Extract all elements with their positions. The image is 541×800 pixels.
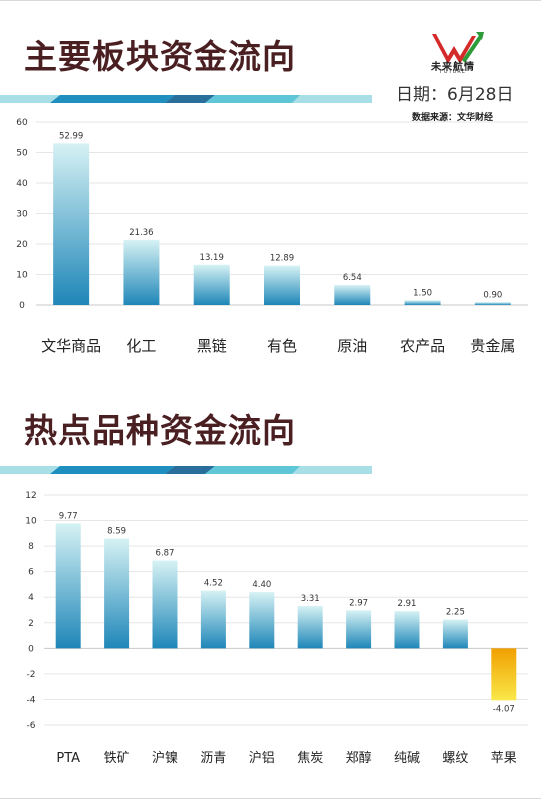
bottom-border: [0, 798, 541, 799]
y-tick-label: -4: [27, 695, 36, 705]
y-tick-label: 40: [16, 179, 28, 189]
data-label: 9.77: [59, 511, 78, 521]
bar: [334, 285, 371, 305]
title-stripe-2: [0, 466, 372, 474]
category-label: 农产品: [400, 337, 445, 355]
y-tick-label: 20: [16, 240, 28, 250]
bar: [55, 523, 81, 649]
bar: [491, 648, 517, 701]
y-tick-label: 6: [28, 568, 34, 578]
date-label: 日期：6月28日: [396, 85, 514, 105]
data-label: 4.52: [204, 579, 223, 589]
y-tick-label: 50: [16, 149, 28, 159]
bar: [193, 264, 230, 305]
category-label: 文华商品: [41, 337, 101, 355]
category-label: 沪镍: [152, 750, 178, 766]
bar: [394, 611, 420, 649]
data-label: -4.07: [493, 704, 515, 714]
bar: [442, 619, 468, 649]
category-label: 焦炭: [297, 751, 323, 766]
data-label: 21.36: [129, 228, 153, 238]
category-label: 沥青: [200, 751, 226, 766]
source-label: 数据来源：文华财经: [412, 113, 494, 123]
category-label: 纯碱: [394, 751, 420, 766]
category-label: 化工: [126, 337, 156, 355]
title-stripe-1: [0, 95, 372, 103]
category-label: 沪铝: [249, 750, 275, 766]
y-tick-label: 0: [28, 644, 34, 654]
data-label: 2.25: [446, 608, 465, 618]
data-label: 3.31: [301, 594, 320, 604]
bar: [404, 300, 441, 305]
logo-subtext: FUTURE: [440, 69, 466, 75]
data-label: 12.89: [270, 254, 294, 264]
category-label: 黑链: [197, 337, 227, 355]
data-label: 0.90: [483, 290, 502, 300]
data-label: 6.54: [343, 273, 362, 283]
y-tick-label: -2: [27, 670, 36, 680]
y-tick-label: 60: [16, 118, 28, 128]
data-label: 8.59: [107, 527, 126, 537]
bar: [297, 606, 323, 649]
y-tick-label: 4: [28, 593, 34, 603]
bar: [264, 265, 300, 305]
bar: [104, 538, 130, 649]
data-label: 52.99: [59, 131, 83, 141]
bar: [200, 590, 226, 649]
section-title-sectors: 主要板块资金流向: [24, 37, 296, 76]
bar: [474, 302, 511, 305]
category-label: 原油: [337, 337, 367, 355]
category-label: 铁矿: [104, 751, 130, 766]
sector-chart: 0 10 20 30 40 50 60 52.99 文华商品 21.36 化工 13.19 黑链 12.8…: [16, 118, 528, 355]
y-tick-label: -6: [27, 721, 36, 731]
y-tick-label: 8: [28, 542, 34, 552]
bar: [123, 239, 160, 305]
product-chart: -6 -4 -2 0 2 4 6 8 10 12 9.77 PTA 8.59 铁矿 6.87 沪镍 4.52 沥青…: [25, 491, 528, 766]
bar: [53, 143, 90, 305]
data-label: 2.97: [349, 598, 368, 608]
category-label: 螺纹: [442, 751, 468, 766]
logo-text: 未来航情: [431, 62, 475, 73]
y-tick-label: 12: [25, 491, 36, 501]
y-tick-label: 0: [19, 301, 25, 311]
category-label: 有色: [267, 337, 297, 355]
category-label: 苹果: [491, 751, 517, 766]
logo-icon: [432, 32, 484, 64]
y-tick-label: 10: [16, 271, 28, 281]
top-border: [0, 0, 541, 1]
category-label: PTA: [56, 751, 80, 766]
category-label: 贵金属: [470, 337, 515, 355]
data-label: 4.40: [252, 580, 271, 590]
bar: [249, 592, 275, 649]
data-label: 1.50: [413, 288, 432, 298]
y-tick-label: 2: [28, 619, 34, 629]
bar: [346, 610, 372, 649]
y-tick-label: 10: [25, 517, 37, 527]
category-label: 郑醇: [346, 750, 372, 766]
section-title-products: 热点品种资金流向: [24, 411, 296, 450]
data-label: 13.19: [200, 253, 224, 263]
data-label: 2.91: [398, 599, 417, 609]
y-tick-label: 30: [16, 210, 28, 220]
data-label: 6.87: [156, 549, 175, 559]
bar: [152, 560, 178, 649]
